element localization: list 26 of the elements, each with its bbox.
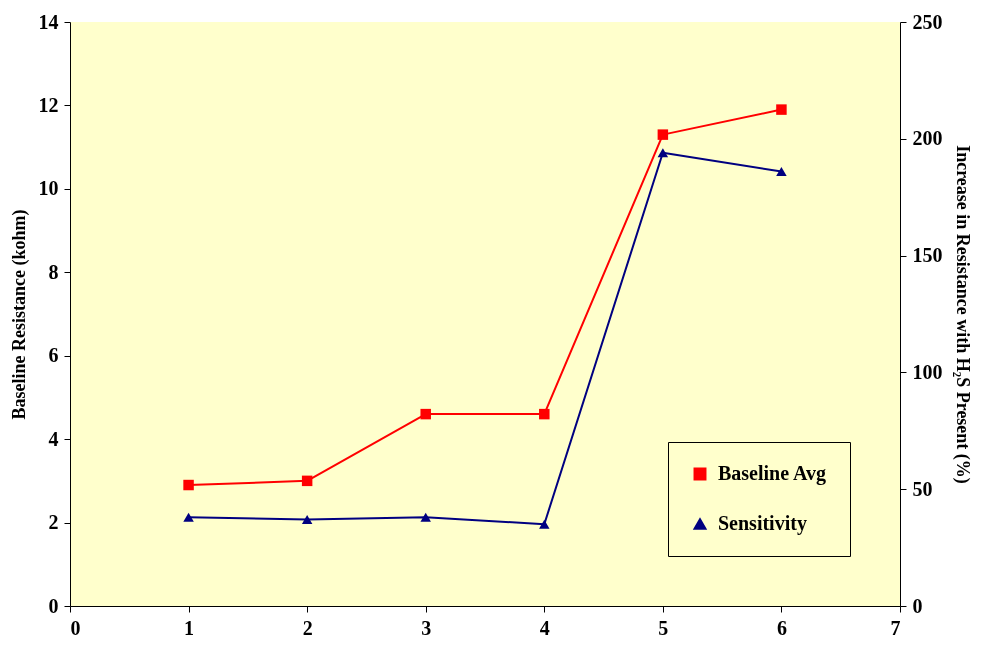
x-tick-label: 4 [539,616,550,639]
y2-tick-label: 50 [912,477,933,500]
x-tick-label: 2 [302,616,313,639]
y2-axis-title: Increase in Resistance with H₂S Present (%) [951,145,973,484]
x-tick-label: 1 [184,616,195,639]
x-tick-label: 6 [776,616,787,639]
y-tick-label: 10 [38,177,59,200]
legend-label: Baseline Avg [718,462,826,485]
y-tick-label: 8 [48,260,59,283]
y2-tick-label: 200 [912,127,943,150]
x-tick-label: 5 [658,616,669,639]
y2-tick-label: 100 [912,360,943,383]
y-tick-label: 4 [48,427,59,450]
x-tick-label: 7 [890,616,901,639]
y-tick-label: 2 [48,511,59,534]
x-tick-label: 0 [70,616,81,639]
y-tick-label: 0 [48,594,59,617]
y-tick-label: 12 [38,93,59,116]
y-tick-label: 6 [48,344,59,367]
y-tick-label: 14 [38,10,59,33]
y2-tick-label: 0 [912,594,923,617]
y-axis-title: Baseline Resistance (kohm) [8,209,30,420]
x-tick-label: 3 [421,616,432,639]
y2-tick-label: 150 [912,244,943,267]
y2-tick-label: 250 [912,10,943,33]
legend-label: Sensitivity [718,512,807,535]
